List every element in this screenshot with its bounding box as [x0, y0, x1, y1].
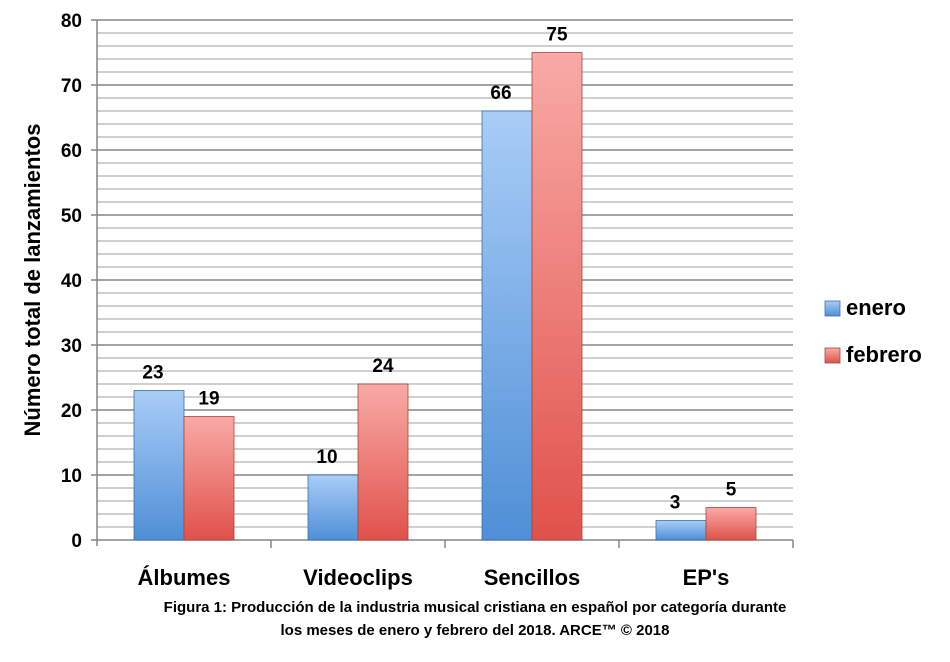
x-tick-label: Álbumes: [138, 565, 231, 590]
data-label: 19: [198, 389, 219, 410]
legend-swatch-enero: [824, 300, 841, 317]
bar-febrero: [531, 52, 583, 541]
data-label: 3: [670, 493, 681, 514]
data-label: 75: [546, 25, 568, 46]
y-tick-label: 20: [61, 401, 82, 422]
bar-febrero: [705, 507, 757, 541]
x-tick-label: Sencillos: [484, 565, 581, 590]
bar-enero: [481, 110, 533, 541]
figure-caption: Figura 1: Producción de la industria mus…: [0, 596, 950, 642]
y-tick-label: 0: [71, 531, 82, 552]
bar-chart: 0 10 20 30 40 50 60 70 80 Álbumes 23 19 Videoclips 10…: [20, 11, 922, 590]
y-tick-label: 10: [61, 466, 82, 487]
bar-enero: [133, 390, 185, 541]
caption-line-1: Figura 1: Producción de la industria mus…: [163, 599, 787, 616]
legend-label-febrero: febrero: [846, 342, 922, 367]
data-label: 23: [142, 363, 163, 384]
data-label: 24: [372, 356, 394, 377]
data-label: 10: [316, 447, 337, 468]
y-axis-title: Número total de lanzamientos: [20, 124, 45, 437]
x-tick-label: EP's: [683, 565, 730, 590]
legend-swatch-febrero: [824, 347, 841, 364]
data-label: 66: [490, 83, 511, 104]
y-tick-label: 50: [61, 206, 82, 227]
bar-enero: [655, 520, 707, 541]
x-tick-label: Videoclips: [303, 565, 413, 590]
caption-line-2: los meses de enero y febrero del 2018. A…: [280, 622, 670, 639]
bar-febrero: [357, 383, 409, 541]
y-tick-label: 70: [61, 76, 82, 97]
y-tick-label: 60: [61, 141, 82, 162]
bar-febrero: [183, 416, 235, 541]
bar-enero: [307, 474, 359, 541]
y-tick-label: 30: [61, 336, 82, 357]
y-tick-label: 40: [61, 271, 82, 292]
y-tick-label: 80: [61, 11, 82, 32]
legend-label-enero: enero: [846, 295, 906, 320]
data-label: 5: [726, 480, 737, 501]
